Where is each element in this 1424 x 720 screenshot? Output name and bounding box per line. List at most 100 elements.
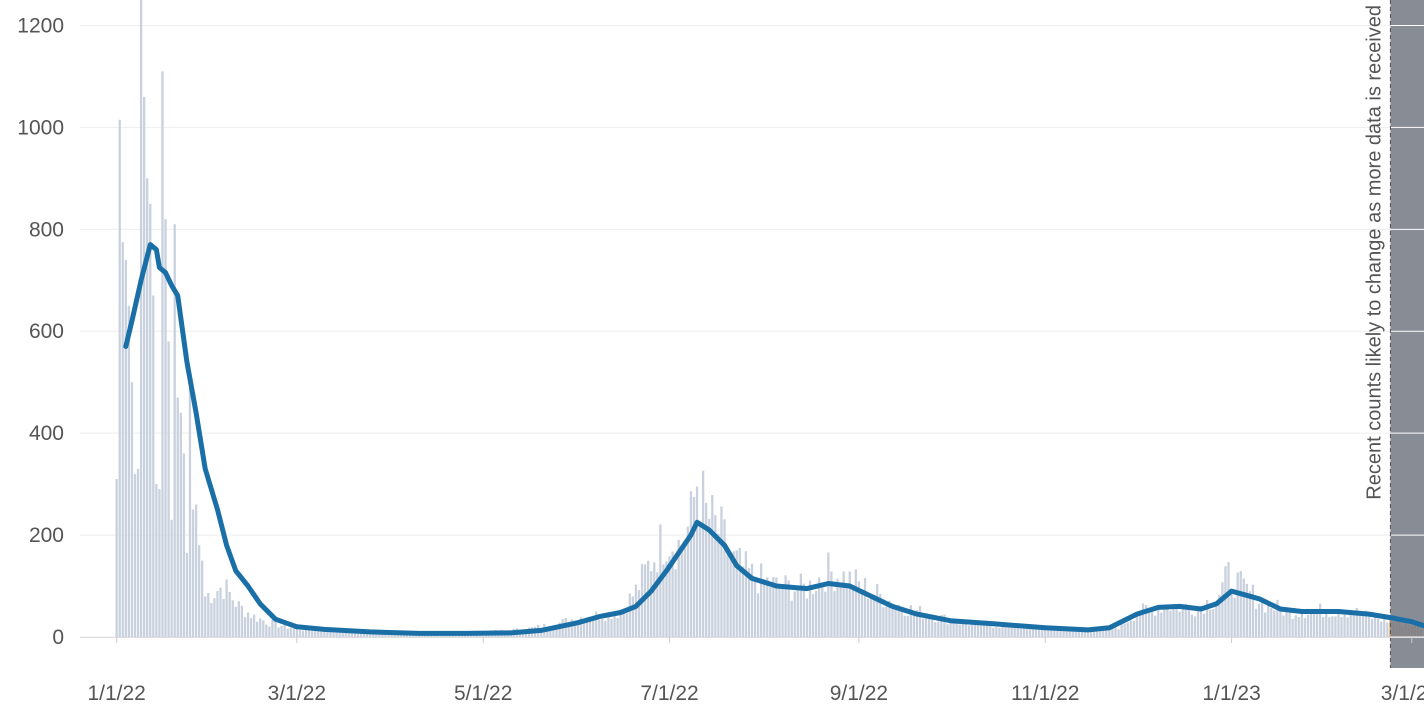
daily-bar <box>885 606 888 637</box>
daily-bar <box>653 562 656 637</box>
daily-bar <box>301 630 305 637</box>
daily-bar <box>1340 617 1343 637</box>
daily-bar <box>1126 622 1129 637</box>
daily-bar <box>879 594 882 637</box>
daily-bar <box>967 625 971 637</box>
incomplete-data-shade <box>1390 0 1424 668</box>
daily-bar <box>289 627 292 637</box>
daily-bar <box>298 630 302 637</box>
daily-bar <box>952 622 955 637</box>
daily-bar <box>133 473 137 637</box>
average-line <box>123 242 1424 636</box>
daily-bar <box>769 586 772 637</box>
daily-bar <box>1083 629 1087 637</box>
daily-bar <box>897 604 900 637</box>
daily-bar <box>839 587 842 637</box>
daily-bar <box>1218 594 1221 637</box>
daily-bar <box>714 515 717 637</box>
daily-bar <box>1370 618 1374 637</box>
daily-bar <box>1309 610 1313 637</box>
daily-bar <box>833 591 836 637</box>
daily-bar <box>207 592 210 637</box>
daily-bar <box>940 615 943 637</box>
daily-bar <box>900 609 903 637</box>
daily-bar <box>628 593 631 637</box>
daily-bar <box>1349 612 1352 637</box>
daily-bar <box>326 630 329 637</box>
daily-bar <box>894 605 897 637</box>
daily-bar <box>234 606 237 637</box>
daily-bar <box>170 519 173 637</box>
daily-bar <box>1389 619 1392 637</box>
x-tick-label: 5/1/22 <box>454 682 512 705</box>
daily-bar <box>1251 584 1255 637</box>
daily-bar <box>1074 628 1077 637</box>
daily-bar <box>115 479 118 637</box>
daily-bar <box>1270 608 1273 637</box>
daily-bar <box>1111 625 1114 637</box>
daily-bar <box>781 588 784 637</box>
daily-bar <box>292 627 295 637</box>
daily-bar <box>1181 605 1184 637</box>
daily-bar <box>579 617 583 637</box>
daily-bar <box>179 412 182 637</box>
daily-bar <box>747 568 751 637</box>
daily-bar <box>827 552 830 637</box>
daily-bar <box>671 551 674 637</box>
daily-bar <box>268 626 271 637</box>
daily-bar <box>356 630 360 637</box>
daily-bar <box>1245 583 1248 637</box>
daily-bar <box>552 627 555 637</box>
daily-bar <box>350 630 353 637</box>
daily-bar <box>1062 628 1065 637</box>
daily-bar <box>598 619 601 637</box>
daily-bar <box>1300 613 1303 637</box>
daily-bar <box>970 622 974 637</box>
daily-bar <box>182 453 185 637</box>
daily-bar <box>1303 617 1307 637</box>
daily-bar <box>790 600 793 637</box>
daily-bar <box>271 619 274 637</box>
daily-bar <box>1102 627 1105 637</box>
daily-bar <box>372 633 375 637</box>
daily-bar <box>1215 603 1218 637</box>
daily-bar <box>986 622 989 637</box>
daily-bar <box>280 625 283 637</box>
daily-bar <box>595 611 598 637</box>
daily-bar <box>1224 566 1227 637</box>
daily-bar <box>1199 605 1203 637</box>
daily-bar <box>848 571 851 637</box>
daily-bar <box>1205 600 1209 637</box>
daily-bar <box>1367 614 1371 637</box>
daily-bar <box>793 591 796 637</box>
daily-bar <box>665 561 668 637</box>
y-tick-label: 200 <box>29 524 64 547</box>
daily-bar <box>1373 615 1377 637</box>
daily-bar <box>1007 622 1010 637</box>
daily-bar <box>1257 603 1261 637</box>
daily-bar <box>1355 607 1358 637</box>
daily-bar <box>1294 615 1297 637</box>
daily-bar <box>546 627 549 637</box>
daily-bar <box>311 630 314 637</box>
daily-bar <box>359 631 363 637</box>
daily-bar <box>701 470 705 637</box>
daily-bar <box>323 629 326 637</box>
daily-bar <box>353 631 357 637</box>
x-tick-label: 1/1/22 <box>87 682 145 705</box>
daily-bar <box>1254 608 1258 637</box>
daily-bar <box>610 618 613 637</box>
daily-bar <box>185 552 189 637</box>
daily-bar <box>1138 614 1142 637</box>
daily-bar <box>1239 570 1242 637</box>
daily-bar <box>1034 628 1038 637</box>
daily-bar <box>197 545 201 637</box>
daily-bar <box>1276 599 1279 637</box>
daily-bar <box>1114 627 1117 637</box>
daily-bar <box>588 619 592 637</box>
daily-bar <box>1004 624 1007 637</box>
daily-bar <box>1157 607 1160 637</box>
y-tick-label: 1200 <box>17 14 64 37</box>
daily-bar <box>934 622 937 637</box>
daily-bar <box>121 242 124 637</box>
